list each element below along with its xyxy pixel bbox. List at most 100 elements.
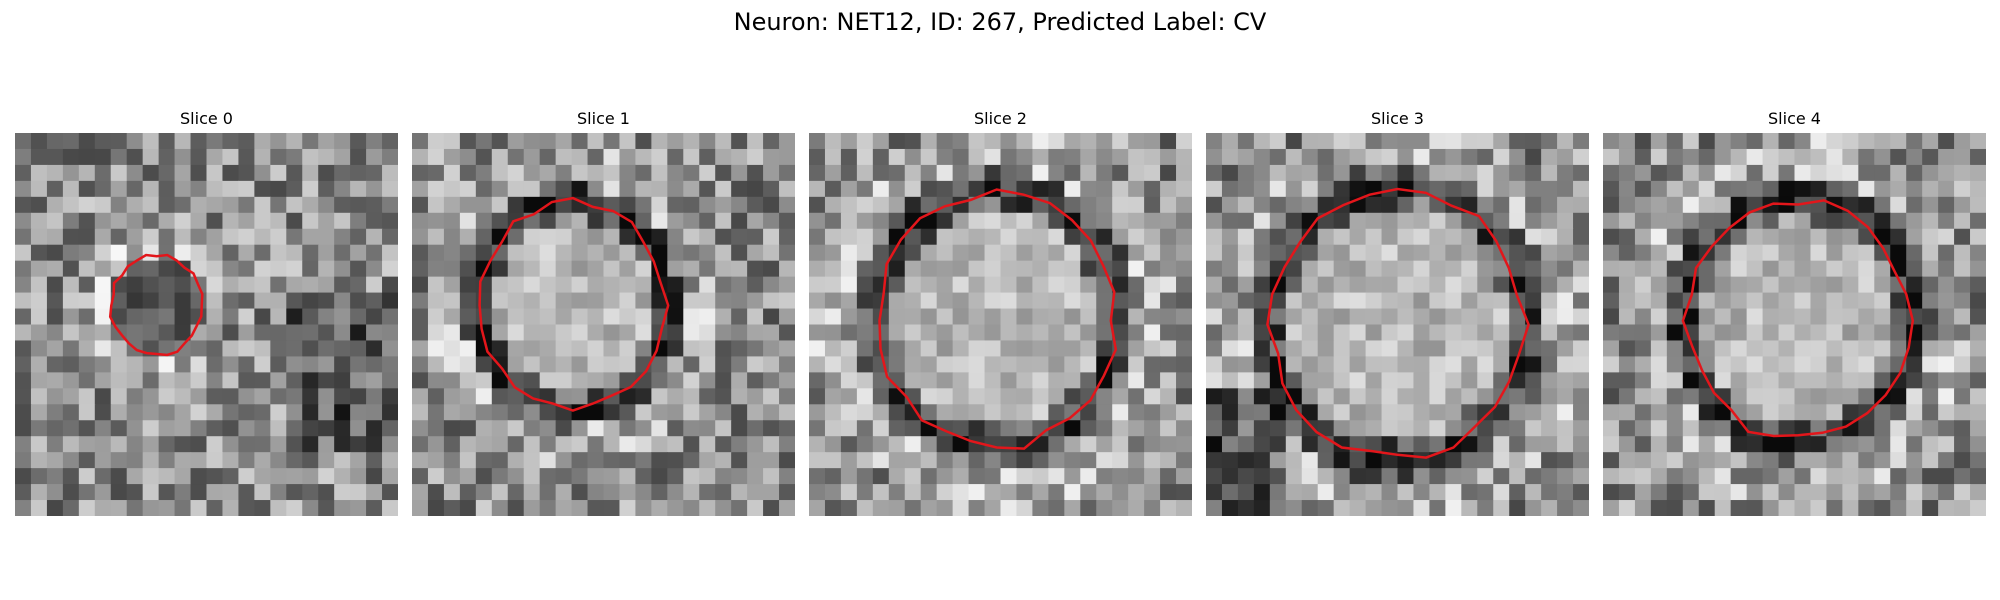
pixel <box>619 148 637 166</box>
pixel <box>318 260 335 278</box>
pixel <box>619 260 637 278</box>
pixel <box>1922 228 1939 246</box>
pixel <box>1176 228 1192 246</box>
pixel <box>555 148 573 166</box>
pixel <box>587 164 605 182</box>
pixel <box>46 148 64 166</box>
pixel <box>1032 276 1049 294</box>
pixel <box>1509 436 1526 453</box>
pixel <box>1618 484 1636 501</box>
pixel <box>1634 468 1652 485</box>
pixel <box>809 372 826 389</box>
pixel <box>1666 180 1684 198</box>
pixel <box>1269 388 1287 405</box>
pixel <box>286 228 303 246</box>
pixel <box>443 484 461 501</box>
pixel <box>1858 133 1875 150</box>
pixel <box>382 420 398 437</box>
pixel <box>1176 372 1192 389</box>
pixel <box>1429 420 1446 437</box>
pixel <box>1080 484 1097 501</box>
pixel <box>888 260 906 278</box>
pixel <box>603 276 621 294</box>
pixel <box>1682 452 1700 469</box>
pixel <box>94 436 112 453</box>
pixel <box>475 133 493 150</box>
pixel <box>1301 500 1319 516</box>
pixel <box>1269 212 1287 230</box>
pixel <box>507 276 525 294</box>
pixel <box>984 260 1002 278</box>
pixel <box>443 212 461 230</box>
pixel <box>667 356 684 373</box>
pixel <box>238 340 255 358</box>
pixel <box>651 420 668 437</box>
pixel <box>1650 196 1668 214</box>
pixel <box>1253 372 1271 389</box>
pixel <box>683 212 700 230</box>
pixel <box>1890 452 1907 469</box>
pixel <box>1365 324 1383 342</box>
pixel <box>952 292 970 310</box>
pixel <box>475 196 493 214</box>
pixel <box>1874 372 1891 389</box>
pixel <box>238 133 255 150</box>
pixel <box>603 436 621 453</box>
pixel <box>270 244 287 262</box>
pixel <box>1557 324 1574 342</box>
pixel <box>1413 212 1431 230</box>
pixel <box>1096 133 1113 150</box>
pixel <box>1858 484 1875 501</box>
pixel <box>158 372 176 389</box>
pixel <box>318 164 335 182</box>
pixel <box>555 452 573 469</box>
pixel <box>1682 404 1700 421</box>
pixel <box>1112 452 1129 469</box>
pixel <box>459 372 477 389</box>
pixel <box>779 420 795 437</box>
pixel <box>1509 260 1526 278</box>
pixel <box>1237 196 1255 214</box>
pixel <box>984 212 1002 230</box>
roi-contour <box>1681 199 1915 438</box>
pixel <box>302 148 319 166</box>
pixel <box>1603 260 1620 278</box>
pixel <box>46 340 64 358</box>
pixel <box>158 388 176 405</box>
pixel <box>920 356 938 373</box>
pixel <box>571 372 589 389</box>
pixel <box>1048 484 1065 501</box>
pixel <box>238 212 255 230</box>
pixel <box>952 452 970 469</box>
pixel <box>1938 292 1955 310</box>
pixel <box>1794 436 1812 453</box>
pixel <box>62 340 80 358</box>
pixel <box>1970 340 1986 358</box>
pixel <box>1160 500 1177 516</box>
pixel <box>1922 164 1939 182</box>
pixel <box>174 164 192 182</box>
pixel <box>1144 388 1161 405</box>
pixel <box>840 324 858 342</box>
pixel <box>334 340 351 358</box>
pixel <box>683 356 700 373</box>
pixel <box>571 228 589 246</box>
pixel <box>15 212 32 230</box>
pixel <box>555 212 573 230</box>
pixel <box>1730 436 1748 453</box>
pixel <box>1000 164 1018 182</box>
pixel <box>523 500 541 516</box>
pixel <box>571 500 589 516</box>
pixel <box>1634 420 1652 437</box>
pixel <box>1826 180 1843 198</box>
pixel <box>1666 308 1684 326</box>
pixel <box>1221 180 1239 198</box>
pixel <box>1461 133 1478 150</box>
pixel <box>1650 372 1668 389</box>
pixel <box>62 196 80 214</box>
pixel <box>206 420 224 437</box>
pixel <box>1634 260 1652 278</box>
pixel <box>1762 356 1780 373</box>
pixel <box>30 388 48 405</box>
pixel <box>1096 500 1113 516</box>
